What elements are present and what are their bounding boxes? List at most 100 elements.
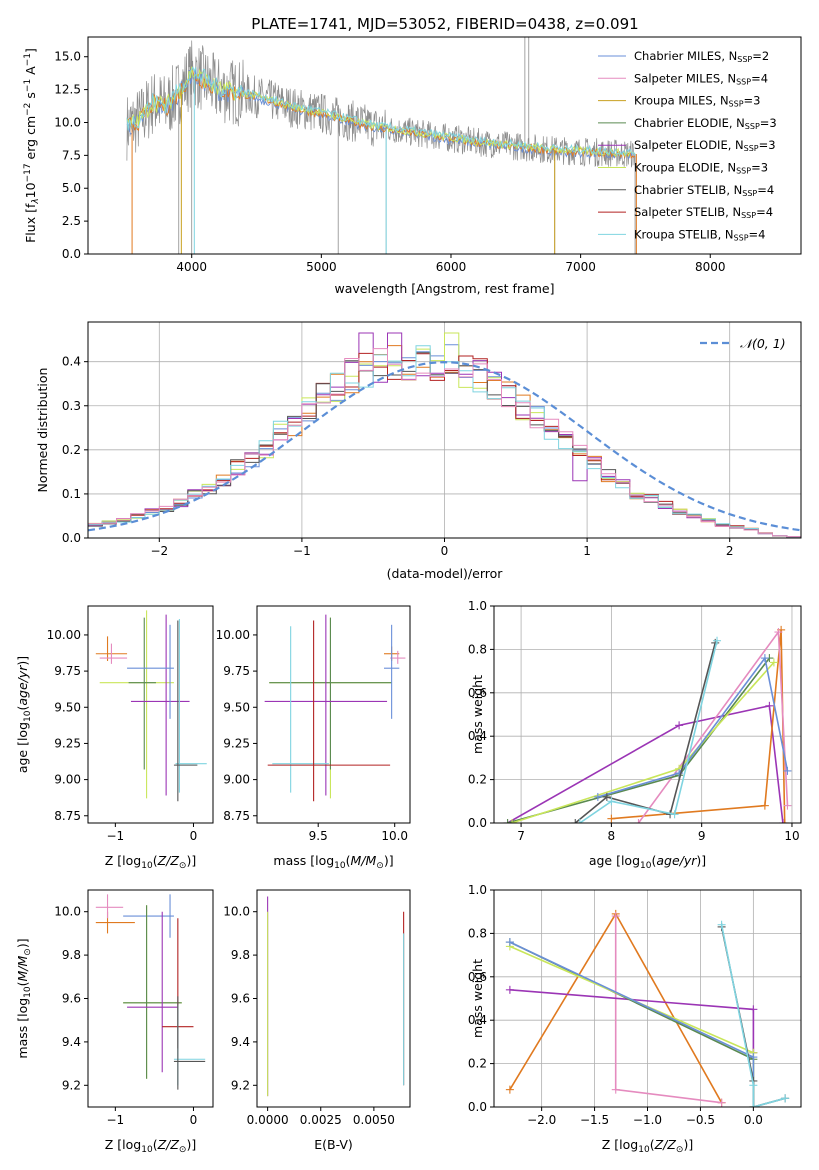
y-tick-label: 0.3 (62, 399, 81, 413)
legend-text: Salpeter STELIB, N (634, 205, 741, 219)
label-span: 10 (638, 1145, 650, 1155)
residual-series (88, 332, 801, 538)
y-tick-label: 9.00 (54, 773, 81, 787)
x-tick-label: 6000 (436, 260, 467, 274)
legend-text: Chabrier STELIB, N (634, 183, 742, 197)
legend-suffix: =4 (757, 183, 774, 197)
axes-frame (87, 889, 214, 1108)
label-span: mass [log (15, 998, 30, 1059)
model-spectrum (126, 66, 636, 157)
spectrum-axes: 4000 5000 6000 7000 8000 0.0 2.5 5.0 7.5 10.0 12.5… (54, 50, 725, 274)
label-span: ⊙ (179, 1145, 187, 1155)
x-tick-label: 8 (608, 829, 616, 843)
label-span: Z/Z (157, 1137, 180, 1152)
weight_vs_Z-series (505, 909, 790, 1107)
label-span: 10 (640, 861, 652, 871)
y-axis-label: Normed distribution (35, 368, 50, 493)
y-tick-label: 9.2 (62, 1078, 81, 1092)
label-span: −17 (23, 163, 33, 182)
legend-suffix: =2 (752, 49, 769, 63)
x-tick-label: −2.0 (527, 1113, 556, 1127)
x-tick-label: 0.0000 (247, 1113, 289, 1127)
label-span: ⊙ (179, 861, 187, 871)
label-span: s (23, 92, 38, 103)
label-span: mass [log (273, 853, 334, 868)
legend-label: Chabrier STELIB, NSSP=4 (634, 183, 774, 198)
y-tick-label: 0.4 (468, 729, 487, 743)
x-axis-label: mass [log10(M/M⊙)] (273, 853, 393, 871)
x-tick-label: −1.5 (580, 1113, 609, 1127)
label-span: age/yr (656, 853, 697, 868)
legend-suffix: =4 (749, 227, 766, 241)
y-tick-label: 15.0 (54, 50, 81, 64)
x-tick-label: 10 (784, 829, 799, 843)
legend-text: Salpeter ELODIE, N (634, 138, 744, 152)
age_vs_Z-points (95, 610, 207, 802)
y-tick-label: 2.5 (62, 214, 81, 228)
label-span: 10 (23, 986, 33, 998)
y-tick-label: 0.2 (468, 1057, 487, 1071)
label-span: −1 (23, 79, 33, 92)
mass_vs_ebv-points (267, 896, 405, 1097)
x-axis-label: E(B-V) (314, 1137, 353, 1152)
y-tick-label: 9.6 (231, 992, 250, 1006)
x-tick-label: −1 (106, 1113, 124, 1127)
label-span: Z [log (602, 1137, 638, 1152)
x-tick-label: 2 (726, 544, 734, 558)
label-span: Z/Z (654, 1137, 677, 1152)
y-tick-label: 9.00 (223, 773, 250, 787)
label-span: age [log (15, 722, 30, 773)
x-axis-label: Z [log10(Z/Z⊙)] (602, 1137, 693, 1155)
legend-suffix: =3 (744, 94, 761, 108)
legend-sub: SSP (736, 167, 751, 176)
label-span: )] (696, 853, 706, 868)
y-tick-label: 0.6 (468, 970, 487, 984)
label-span: 10 (334, 861, 346, 871)
mass_vs_Z-axes: −1 0 9.2 9.4 9.6 9.8 10.0 (54, 905, 197, 1127)
axes-frame (87, 321, 802, 539)
label-span: ( (15, 981, 30, 986)
y-tick-label: 10.0 (54, 905, 81, 919)
legend-label: Chabrier MILES, NSSP=2 (634, 49, 769, 64)
axes-frame (256, 605, 411, 824)
label-span: ⊙ (676, 1145, 684, 1155)
legend-sub: SSP (742, 189, 757, 198)
x-tick-label: −1 (293, 544, 311, 558)
label-span: )] (384, 853, 394, 868)
legend-sub: SSP (741, 211, 756, 220)
y-tick-label: 0.1 (62, 487, 81, 501)
y-tick-label: 9.50 (223, 700, 250, 714)
y-tick-label: 10.00 (216, 628, 250, 642)
legend-sub: SSP (745, 122, 760, 131)
axes-frame (87, 36, 802, 255)
y-tick-label: 9.25 (54, 736, 81, 750)
label-span: ( (650, 1137, 655, 1152)
legend-text: Chabrier ELODIE, N (634, 116, 745, 130)
y-tick-label: 5.0 (62, 181, 81, 195)
weight_vs_Z-axes: −2.0 −1.5 −1.0 −0.5 0.0 0.0 0.2 0.4 0.6 0.8 1.0 (468, 883, 801, 1127)
y-tick-label: 0.2 (62, 443, 81, 457)
y-tick-label: 1.0 (468, 599, 487, 613)
y-tick-label: 9.4 (62, 1035, 81, 1049)
label-span: age/yr (15, 665, 30, 706)
label-span: 10 (23, 710, 33, 722)
weight-line (579, 640, 718, 823)
x-tick-label: 0 (441, 544, 449, 558)
x-tick-label: 0.0025 (300, 1113, 342, 1127)
axes-frame (493, 889, 802, 1108)
age_vs_mass-axes: 9.5 10.0 8.75 9.00 9.25 9.50 9.75 10.00 (216, 628, 408, 843)
y-tick-label: 9.2 (231, 1078, 250, 1092)
x-tick-label: −1.0 (633, 1113, 662, 1127)
y-tick-label: 0.4 (62, 355, 81, 369)
weight-line (507, 704, 784, 823)
axes-frame (493, 605, 802, 824)
y-tick-label: 0.0 (468, 1100, 487, 1114)
model-spectrum (126, 66, 636, 158)
y-tick-label: 0.0 (62, 247, 81, 261)
y-tick-label: 9.8 (62, 948, 81, 962)
weight-line (507, 657, 771, 823)
x-axis-label: age [log10(age/yr)] (589, 853, 706, 871)
residuals-axes: −2 −1 0 1 2 0.0 0.1 0.2 0.3 0.4 (62, 322, 801, 558)
y-tick-label: 12.5 (54, 83, 81, 97)
